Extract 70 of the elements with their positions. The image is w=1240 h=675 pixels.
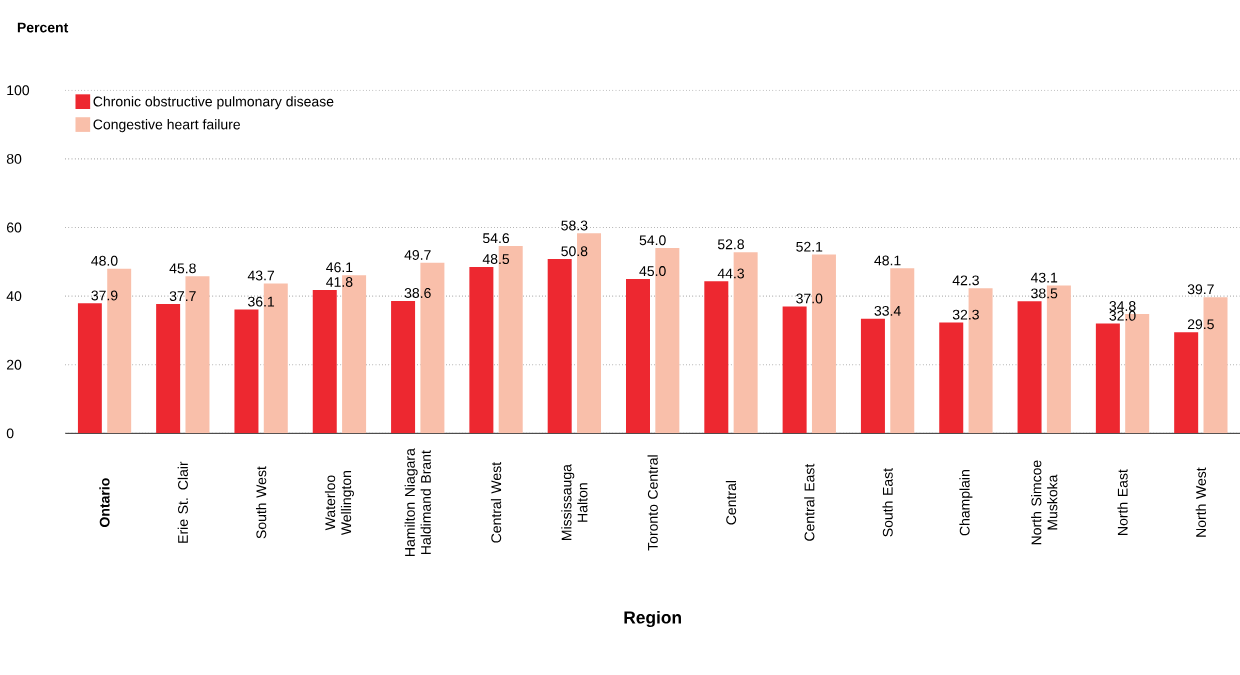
- data-label: 39.7: [1187, 284, 1214, 295]
- x-tick-label: Central: [725, 481, 737, 525]
- data-label: 32.0: [1109, 310, 1136, 321]
- data-label: 45.8: [169, 263, 196, 274]
- bar: [626, 279, 650, 434]
- x-tick-label: Central West: [490, 462, 502, 543]
- x-tick-label: North Simcoe Muskoka: [1031, 460, 1058, 545]
- x-tick-label: Toronto Central: [647, 455, 658, 551]
- bar: [547, 259, 572, 434]
- bar: [939, 322, 964, 434]
- x-tick-label: Hamilton Niagara Haldimand Brant: [404, 448, 431, 557]
- legend-label: Chronic obstructive pulmonary disease: [93, 96, 334, 110]
- data-label: 45.0: [639, 266, 666, 277]
- x-tick-label: Erie St. Clair: [177, 461, 188, 543]
- data-label: 50.8: [561, 246, 588, 257]
- x-tick-label: Ontario: [99, 478, 110, 528]
- data-label: 41.8: [326, 277, 353, 288]
- x-tick-label: Mississauga Halton: [561, 464, 588, 541]
- bar: [156, 304, 181, 434]
- x-tick-label: Champlain: [959, 470, 973, 536]
- x-tick-label: South West: [255, 466, 267, 539]
- data-label: 48.0: [91, 256, 118, 266]
- data-label: 29.5: [1187, 319, 1214, 330]
- data-label: 46.1: [326, 262, 353, 273]
- bar: [391, 301, 416, 434]
- bar: [1095, 323, 1120, 434]
- data-label: 43.7: [247, 270, 275, 281]
- bar: [77, 303, 102, 434]
- data-label: 48.5: [482, 254, 510, 265]
- x-tick-label: Central East: [804, 464, 815, 541]
- bar: [469, 267, 494, 434]
- y-tick-label: 40: [6, 291, 22, 302]
- x-tick-label: North West: [1195, 467, 1206, 537]
- data-label: 37.9: [91, 290, 118, 301]
- data-label: 54.6: [482, 233, 510, 244]
- y-tick-label: 0: [6, 428, 14, 439]
- y-tick-label: 100: [7, 85, 30, 96]
- y-axis-title: Percent: [17, 22, 69, 33]
- data-label: 38.6: [404, 288, 431, 299]
- data-label: 58.3: [561, 220, 588, 231]
- data-label: 49.7: [404, 250, 431, 261]
- y-tick-label: 80: [6, 154, 22, 165]
- data-label: 48.1: [874, 255, 901, 266]
- y-tick-label: 60: [6, 222, 22, 233]
- data-label: 38.5: [1031, 288, 1058, 299]
- x-tick-label: North East: [1117, 469, 1128, 536]
- data-label: 37.0: [796, 293, 823, 304]
- y-tick-label: 20: [6, 359, 22, 370]
- x-tick-label: Waterloo Wellington: [324, 471, 354, 536]
- legend-label: Congestive heart failure: [93, 119, 241, 133]
- bar: [1174, 332, 1199, 434]
- data-label: 43.1: [1030, 272, 1058, 283]
- bar: [782, 306, 807, 434]
- data-label: 52.1: [796, 241, 823, 252]
- bar: [704, 281, 729, 434]
- data-label: 34.8: [1109, 301, 1136, 312]
- bar: [860, 318, 885, 434]
- data-label: 52.8: [717, 239, 744, 250]
- data-label: 54.0: [639, 235, 666, 246]
- data-label: 33.4: [874, 306, 901, 316]
- x-axis-title: Region: [624, 611, 681, 628]
- data-label: 32.3: [952, 309, 979, 320]
- x-tick-label: South East: [882, 468, 893, 537]
- data-label: 42.3: [952, 275, 979, 286]
- bar: [312, 290, 337, 434]
- data-label: 37.7: [169, 291, 196, 302]
- bar: [234, 309, 259, 434]
- data-label: 44.3: [717, 268, 744, 279]
- data-label: 36.1: [248, 296, 275, 307]
- bar: [1017, 301, 1042, 434]
